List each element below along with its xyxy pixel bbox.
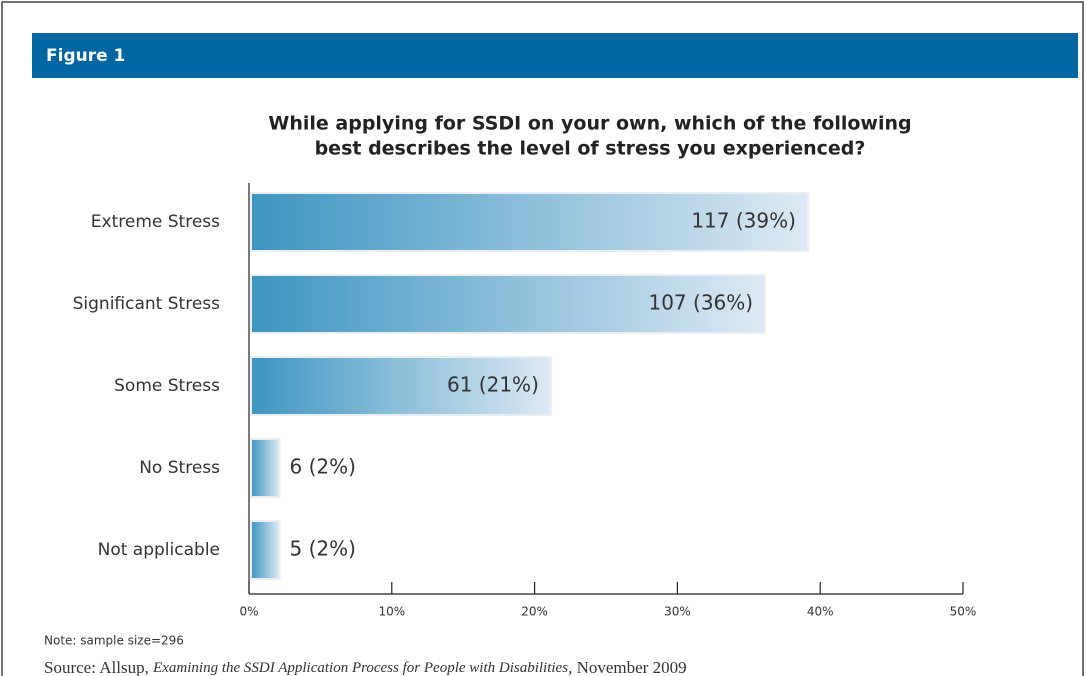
- y-tick-label: Some Stress: [114, 376, 220, 396]
- x-tick-label: 40%: [807, 605, 834, 619]
- bar: [250, 438, 281, 498]
- source-text: , November 2009: [568, 658, 687, 676]
- bar: [250, 274, 767, 334]
- source-title: Examining the SSDI Application Process f…: [152, 660, 568, 676]
- value-label: 5 (2%): [290, 537, 356, 561]
- chart-title: While applying for SSDI on your own, whi…: [268, 113, 911, 135]
- x-tick-label: 0%: [239, 605, 258, 619]
- x-tick-label: 10%: [378, 605, 405, 619]
- value-label: 117 (39%): [691, 209, 796, 233]
- y-tick-label: Not applicable: [98, 540, 220, 560]
- figure-label: Figure 1: [46, 46, 125, 66]
- value-label: 61 (21%): [447, 373, 539, 397]
- chart-title: best describes the level of stress you e…: [315, 138, 866, 160]
- bar: [250, 356, 552, 416]
- y-tick-label: No Stress: [139, 458, 220, 478]
- bar: [250, 192, 809, 252]
- note: Note: sample size=296: [44, 634, 184, 648]
- figure-header: [32, 33, 1078, 78]
- value-label: 107 (36%): [648, 291, 753, 315]
- source: Source: Allsup, Examining the SSDI Appli…: [44, 658, 687, 676]
- value-label: 6 (2%): [290, 455, 356, 479]
- source-text: Source: Allsup,: [44, 658, 153, 676]
- y-tick-label: Extreme Stress: [91, 212, 220, 232]
- x-tick-label: 20%: [521, 605, 548, 619]
- x-tick-label: 50%: [950, 605, 977, 619]
- bar: [250, 520, 281, 580]
- y-tick-label: Significant Stress: [73, 294, 221, 314]
- x-tick-label: 30%: [664, 605, 691, 619]
